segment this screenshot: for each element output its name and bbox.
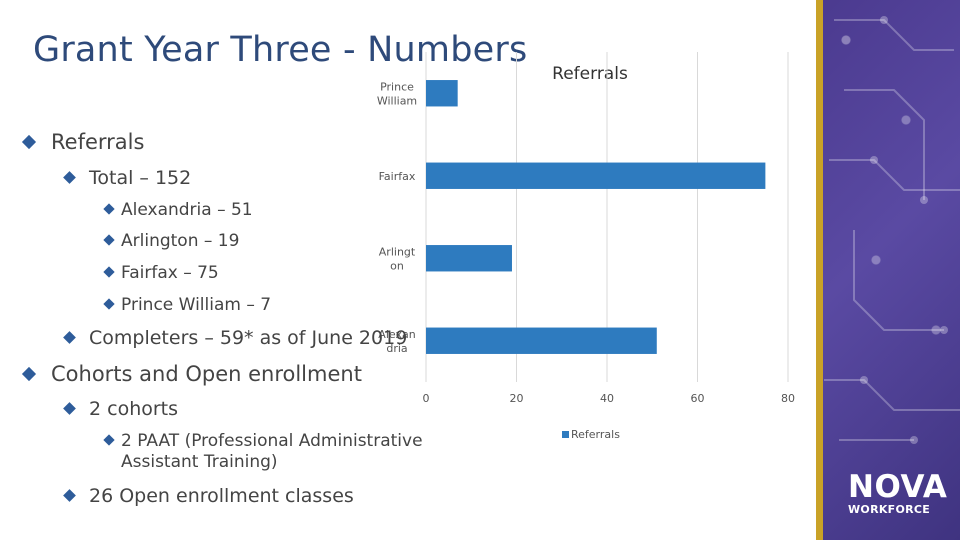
category-label: Alexan dria bbox=[378, 328, 415, 355]
chart-bars bbox=[426, 80, 766, 354]
chart-legend: Referrals bbox=[562, 428, 620, 441]
diamond-bullet-icon bbox=[103, 203, 115, 215]
x-tick-label: 20 bbox=[510, 392, 524, 405]
category-label: Fairfax bbox=[379, 170, 416, 183]
bar-alexandria bbox=[426, 327, 657, 354]
bullet-arlington: Arlington – 19 bbox=[102, 231, 239, 251]
bullet-two-cohorts: 2 cohorts bbox=[62, 398, 178, 420]
bullet-paat-text: 2 PAAT (Professional Administrative Assi… bbox=[121, 431, 423, 472]
bar-prince-william bbox=[426, 80, 458, 107]
slide-title: Grant Year Three - Numbers bbox=[33, 30, 528, 70]
bullet-cohorts: Cohorts and Open enrollment bbox=[20, 362, 362, 386]
category-label: Prince William bbox=[377, 80, 417, 107]
bullet-two-cohorts-text: 2 cohorts bbox=[89, 398, 179, 420]
bullet-alexandria: Alexandria – 51 bbox=[102, 200, 253, 220]
x-tick-label: 80 bbox=[781, 392, 795, 405]
chart-category-labels: Prince William Fairfax Arlingt on Alexan dria bbox=[377, 80, 417, 355]
bullet-paat: 2 PAAT (Professional Administrative Assi… bbox=[102, 431, 441, 473]
gold-accent-bar bbox=[816, 0, 823, 540]
bullet-fairfax: Fairfax – 75 bbox=[102, 263, 219, 283]
diamond-bullet-icon bbox=[63, 171, 76, 184]
diamond-bullet-icon bbox=[63, 331, 76, 344]
bullet-open-enrollment: 26 Open enrollment classes bbox=[62, 485, 354, 507]
diamond-bullet-icon bbox=[21, 134, 37, 150]
bullet-prince-william-text: Prince William – 7 bbox=[121, 295, 272, 315]
category-label: Arlingt on bbox=[379, 245, 416, 272]
side-decoration-panel bbox=[816, 0, 960, 540]
diamond-bullet-icon bbox=[63, 489, 76, 502]
bullet-fairfax-text: Fairfax – 75 bbox=[121, 263, 219, 283]
diamond-bullet-icon bbox=[103, 298, 115, 310]
bullet-cohorts-text: Cohorts and Open enrollment bbox=[51, 362, 362, 386]
bullet-open-enrollment-text: 26 Open enrollment classes bbox=[89, 485, 354, 507]
chart-gridlines bbox=[425, 52, 789, 382]
bullet-completers: Completers – 59* as of June 2019 bbox=[62, 327, 407, 349]
bullet-total-text: Total – 152 bbox=[89, 167, 192, 189]
bullet-alexandria-text: Alexandria – 51 bbox=[121, 200, 253, 220]
bullet-prince-william: Prince William – 7 bbox=[102, 295, 271, 315]
bullet-referrals-text: Referrals bbox=[51, 130, 145, 154]
diamond-bullet-icon bbox=[63, 402, 76, 415]
bullet-referrals: Referrals bbox=[20, 130, 144, 154]
legend-swatch bbox=[562, 431, 569, 438]
x-tick-label: 60 bbox=[691, 392, 705, 405]
diamond-bullet-icon bbox=[103, 234, 115, 246]
bar-arlington bbox=[426, 245, 512, 272]
bullet-arlington-text: Arlington – 19 bbox=[121, 231, 240, 251]
bullet-list: Referrals Total – 152 Alexandria – 51 Ar… bbox=[0, 0, 460, 540]
bullet-total: Total – 152 bbox=[62, 167, 191, 189]
logo-nova-text: NOVA bbox=[848, 469, 948, 505]
x-tick-label: 40 bbox=[600, 392, 614, 405]
referrals-bar-chart: Referrals Prince William Fairfax Arlingt on A… bbox=[377, 52, 796, 441]
nova-workforce-logo: NOVA WORKFORCE bbox=[848, 469, 948, 517]
logo-workforce-text: WORKFORCE bbox=[848, 503, 931, 516]
circuit-decoration bbox=[824, 16, 960, 444]
diamond-bullet-icon bbox=[103, 266, 115, 278]
diamond-bullet-icon bbox=[21, 366, 37, 382]
legend-label: Referrals bbox=[571, 428, 620, 441]
bullet-completers-text: Completers – 59* as of June 2019 bbox=[89, 327, 408, 349]
chart-x-tick-labels: 0 20 40 60 80 bbox=[423, 392, 796, 405]
diamond-bullet-icon bbox=[103, 434, 115, 446]
bar-fairfax bbox=[426, 162, 766, 189]
x-tick-label: 0 bbox=[423, 392, 430, 405]
chart-title: Referrals bbox=[552, 64, 628, 84]
